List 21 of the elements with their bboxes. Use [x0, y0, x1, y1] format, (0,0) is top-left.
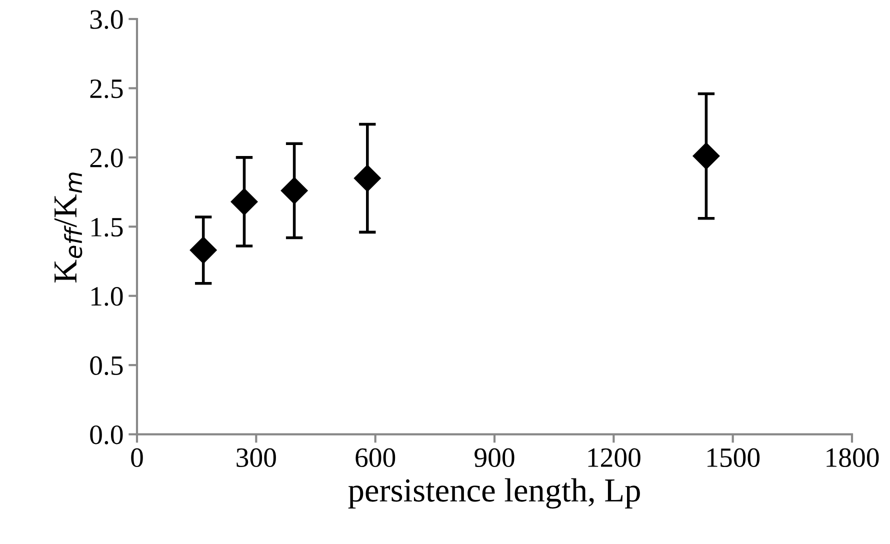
point: [230, 188, 258, 216]
y-tick-label: 0.5: [90, 356, 123, 376]
y-tick-label: 0.0: [90, 425, 123, 444]
point: [190, 236, 217, 264]
y-tick-label: 1.5: [92, 218, 123, 237]
y-tick-label: 2.0: [90, 148, 123, 168]
x-tick-label: 1800: [826, 448, 879, 468]
y-tick-label: 1.0: [92, 287, 123, 306]
x-tick-label: 0: [131, 448, 143, 468]
x-tick-label: 1200: [588, 448, 640, 468]
point: [280, 177, 308, 204]
y-axis-title: K$_{eff}$/K$_{m}$: [54, 172, 82, 283]
x-tick-label: 600: [356, 448, 396, 468]
y-tick-label: 2.5: [90, 79, 123, 98]
x-tick-label: 900: [474, 448, 514, 468]
point: [354, 164, 381, 192]
x-axis-title: persistence length, Lp: [348, 478, 640, 509]
x-tick-label: 300: [236, 448, 276, 468]
y-tick-label: 3.0: [90, 10, 123, 30]
point: [692, 142, 720, 170]
x-tick-label: 1500: [708, 448, 760, 468]
